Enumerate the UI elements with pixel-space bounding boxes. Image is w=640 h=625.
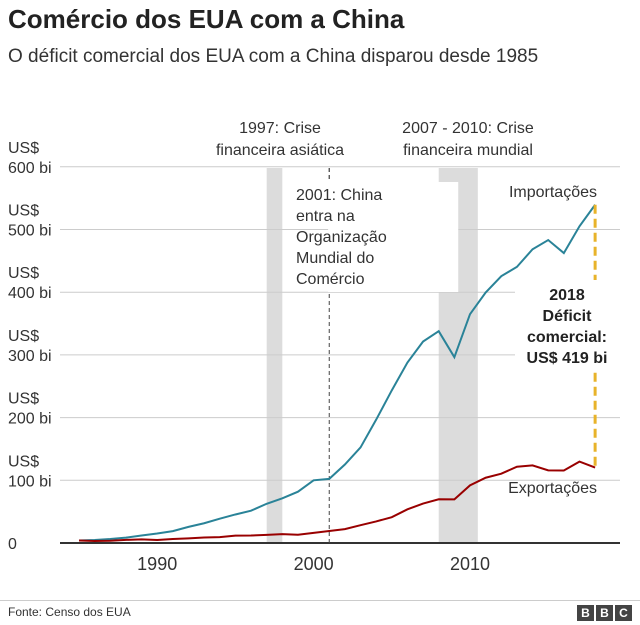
series-line-exports [78, 460, 596, 543]
series-label: Importações [509, 184, 597, 201]
y-tick-label: US$ [8, 203, 39, 220]
event-label: Comércio [296, 271, 365, 288]
source-note: Fonte: Censo dos EUA [8, 605, 131, 619]
series-label: Exportações [508, 480, 597, 497]
y-tick-label: 300 bi [8, 348, 52, 365]
deficit-label: comercial: [527, 329, 607, 346]
event-gap [328, 182, 331, 292]
deficit-label-bg [515, 280, 625, 372]
x-tick-label: 2010 [450, 554, 490, 574]
x-tick-label: 1990 [137, 554, 177, 574]
y-tick-label: 500 bi [8, 223, 52, 240]
y-tick-label: US$ [8, 265, 39, 282]
y-tick-label: US$ [8, 453, 39, 470]
deficit-label: 2018 [549, 287, 585, 304]
y-tick-label: US$ [8, 391, 39, 408]
shaded-label: 2007 - 2010: Crise [402, 120, 534, 137]
event-label-bg [328, 182, 459, 292]
shaded-label: 1997: Crise [239, 120, 321, 137]
y-tick-label: US$ [8, 140, 39, 157]
footer-divider [0, 600, 640, 601]
y-tick-label: 100 bi [8, 473, 52, 490]
shaded-label: financeira mundial [403, 142, 533, 159]
y-tick-label: 0 [8, 536, 17, 553]
event-label: Mundial do [296, 250, 374, 267]
y-tick-label: US$ [8, 328, 39, 345]
y-tick-label: 200 bi [8, 411, 52, 428]
event-label: 2001: China [296, 187, 382, 204]
chart-title: Comércio dos EUA com a China [8, 4, 405, 34]
shaded-period [266, 168, 283, 543]
deficit-label: Déficit [543, 308, 593, 325]
chart: 1997: Crise financeira asiática 2007 - 201… [8, 120, 625, 574]
chart-subtitle: O déficit comercial dos EUA com a China … [8, 46, 539, 67]
event-label: Organização [296, 229, 387, 246]
shaded-label: financeira asiática [216, 142, 344, 159]
series-line-imports [78, 204, 596, 542]
y-tick-label: 400 bi [8, 285, 52, 302]
event-label: entra na [296, 208, 355, 225]
y-tick-label: 600 bi [8, 160, 52, 177]
x-tick-label: 2000 [294, 554, 334, 574]
deficit-label: US$ 419 bi [527, 350, 608, 367]
